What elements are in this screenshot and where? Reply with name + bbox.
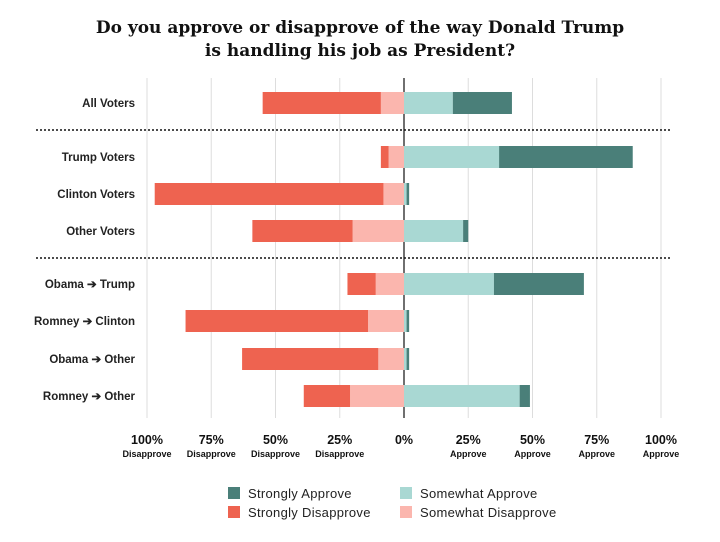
bar-somewhat-disapprove bbox=[352, 220, 404, 242]
bar-somewhat-approve bbox=[404, 385, 520, 407]
category-labels: All Voters Trump Voters Clinton Voters Othe… bbox=[34, 98, 136, 403]
x-tick-label: 50% bbox=[263, 433, 288, 447]
bar-strongly-approve bbox=[406, 183, 410, 205]
x-tick-label: 25% bbox=[456, 433, 481, 447]
category-label: Trump Voters bbox=[62, 152, 135, 164]
x-tick-label: 100% bbox=[131, 433, 163, 447]
bar-somewhat-disapprove bbox=[378, 348, 404, 370]
category-label: Clinton Voters bbox=[57, 189, 135, 201]
category-label: All Voters bbox=[82, 98, 135, 110]
x-tick-sublabel: Approve bbox=[578, 449, 615, 459]
legend-swatch bbox=[400, 506, 412, 518]
x-tick-label: 75% bbox=[584, 433, 609, 447]
bars bbox=[154, 92, 633, 407]
chart-title-line: Do you approve or disapprove of the way … bbox=[96, 18, 624, 38]
bar-strongly-approve bbox=[493, 273, 584, 295]
x-tick-sublabel: Disapprove bbox=[122, 449, 171, 459]
bar-somewhat-disapprove bbox=[388, 146, 404, 168]
category-label: Obama ➔ Other bbox=[49, 354, 135, 366]
category-label: Romney ➔ Clinton bbox=[34, 316, 135, 328]
bar-somewhat-approve bbox=[404, 92, 453, 114]
x-tick-sublabel: Disapprove bbox=[315, 449, 364, 459]
x-axis-ticks: 100% Disapprove 75% Disapprove 50% Disapprove… bbox=[122, 433, 679, 459]
bar-somewhat-approve bbox=[404, 146, 500, 168]
bar-somewhat-approve bbox=[404, 183, 407, 205]
x-tick-sublabel: Disapprove bbox=[251, 449, 300, 459]
x-tick-sublabel: Disapprove bbox=[187, 449, 236, 459]
bar-strongly-disapprove bbox=[262, 92, 381, 114]
x-tick-label: 50% bbox=[520, 433, 545, 447]
category-label: Romney ➔ Other bbox=[43, 391, 136, 403]
bar-strongly-approve bbox=[499, 146, 633, 168]
bar-strongly-approve bbox=[406, 310, 410, 332]
x-tick-label: 25% bbox=[327, 433, 352, 447]
legend-label: Strongly Disapprove bbox=[248, 505, 371, 520]
bar-strongly-approve bbox=[452, 92, 512, 114]
bar-strongly-disapprove bbox=[252, 220, 353, 242]
bar-somewhat-disapprove bbox=[383, 183, 404, 205]
chart-title-line: is handling his job as President? bbox=[205, 41, 515, 61]
bar-strongly-disapprove bbox=[242, 348, 379, 370]
legend-swatch bbox=[228, 487, 240, 499]
bar-somewhat-disapprove bbox=[368, 310, 404, 332]
group-separators bbox=[36, 129, 670, 259]
x-tick-sublabel: Approve bbox=[643, 449, 680, 459]
bar-somewhat-approve bbox=[404, 310, 407, 332]
bar-strongly-disapprove bbox=[185, 310, 369, 332]
category-label: Other Voters bbox=[66, 226, 135, 238]
bar-strongly-disapprove bbox=[154, 183, 384, 205]
bar-strongly-disapprove bbox=[347, 273, 376, 295]
x-tick-label: 75% bbox=[199, 433, 224, 447]
legend-swatch bbox=[228, 506, 240, 518]
bar-strongly-approve bbox=[406, 348, 410, 370]
bar-strongly-disapprove bbox=[303, 385, 351, 407]
legend: Strongly Approve Somewhat Approve Strongly… bbox=[228, 486, 557, 520]
bar-somewhat-approve bbox=[404, 273, 494, 295]
category-label: Obama ➔ Trump bbox=[45, 279, 135, 291]
bar-strongly-approve bbox=[463, 220, 469, 242]
bar-strongly-disapprove bbox=[380, 146, 389, 168]
legend-label: Somewhat Disapprove bbox=[420, 505, 557, 520]
x-tick-label: 0% bbox=[395, 433, 413, 447]
bar-somewhat-disapprove bbox=[375, 273, 404, 295]
bar-somewhat-approve bbox=[404, 220, 464, 242]
x-tick-sublabel: Approve bbox=[514, 449, 551, 459]
legend-label: Somewhat Approve bbox=[420, 486, 538, 501]
bar-somewhat-disapprove bbox=[350, 385, 404, 407]
legend-label: Strongly Approve bbox=[248, 486, 352, 501]
gridlines bbox=[146, 78, 662, 418]
x-tick-sublabel: Approve bbox=[450, 449, 487, 459]
x-tick-label: 100% bbox=[645, 433, 677, 447]
chart-title: Do you approve or disapprove of the way … bbox=[96, 18, 624, 61]
bar-somewhat-approve bbox=[404, 348, 407, 370]
bar-somewhat-disapprove bbox=[380, 92, 404, 114]
legend-swatch bbox=[400, 487, 412, 499]
bar-strongly-approve bbox=[519, 385, 530, 407]
